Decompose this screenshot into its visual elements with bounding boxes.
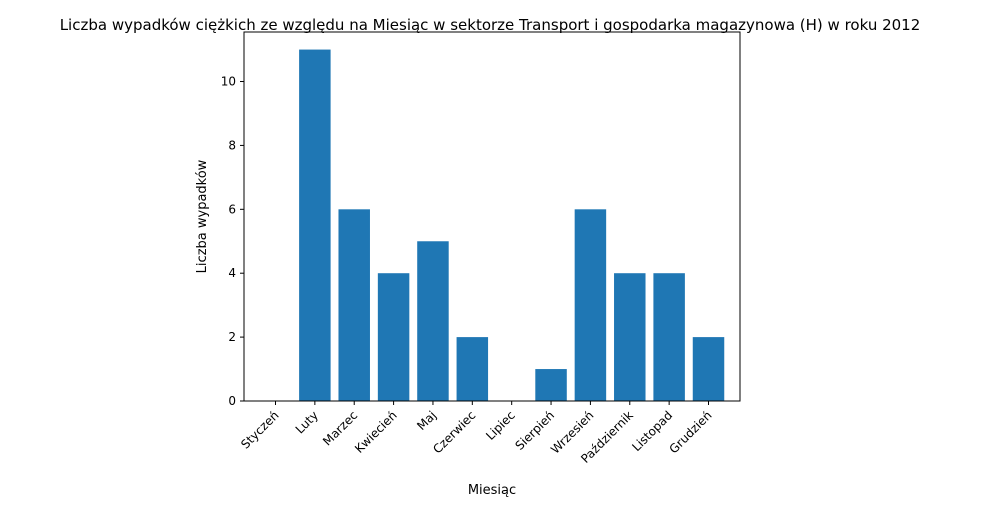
y-tick-label-1: 2	[228, 330, 236, 344]
y-tick-label-0: 0	[228, 394, 236, 408]
y-tick-label-2: 4	[228, 266, 236, 280]
x-tick-label-1: Luty	[293, 408, 321, 436]
bars-group	[299, 49, 725, 401]
x-tick-label-0: Styczeń	[238, 408, 281, 451]
bar-5	[456, 337, 489, 401]
bar-3	[377, 273, 410, 401]
bar-1	[299, 49, 331, 401]
bar-11	[692, 337, 725, 401]
x-tick-label-11: Grudzień	[666, 408, 714, 456]
y-axis-label: Liczba wypadków	[195, 159, 210, 273]
bar-7	[535, 369, 567, 401]
plot-frame	[243, 31, 741, 402]
y-tick-label-3: 6	[228, 202, 236, 216]
bar-8	[574, 209, 607, 401]
y-axis: 0 2 4 6 8 10	[221, 75, 244, 408]
x-tick-label-5: Czerwiec	[430, 408, 478, 456]
x-tick-label-4: Maj	[414, 408, 439, 433]
x-axis-label: Miesiąc	[468, 483, 516, 498]
y-tick-label-4: 8	[228, 138, 236, 152]
chart-title: Liczba wypadków ciężkich ze względu na M…	[60, 16, 921, 34]
bar-4	[417, 241, 449, 401]
x-tick-label-6: Lipiec	[483, 408, 518, 443]
x-tick-label-3: Kwiecień	[352, 408, 400, 456]
bar-9	[614, 273, 646, 401]
y-tick-label-5: 10	[221, 75, 236, 89]
bar-2	[338, 209, 370, 401]
bar-10	[653, 273, 685, 401]
